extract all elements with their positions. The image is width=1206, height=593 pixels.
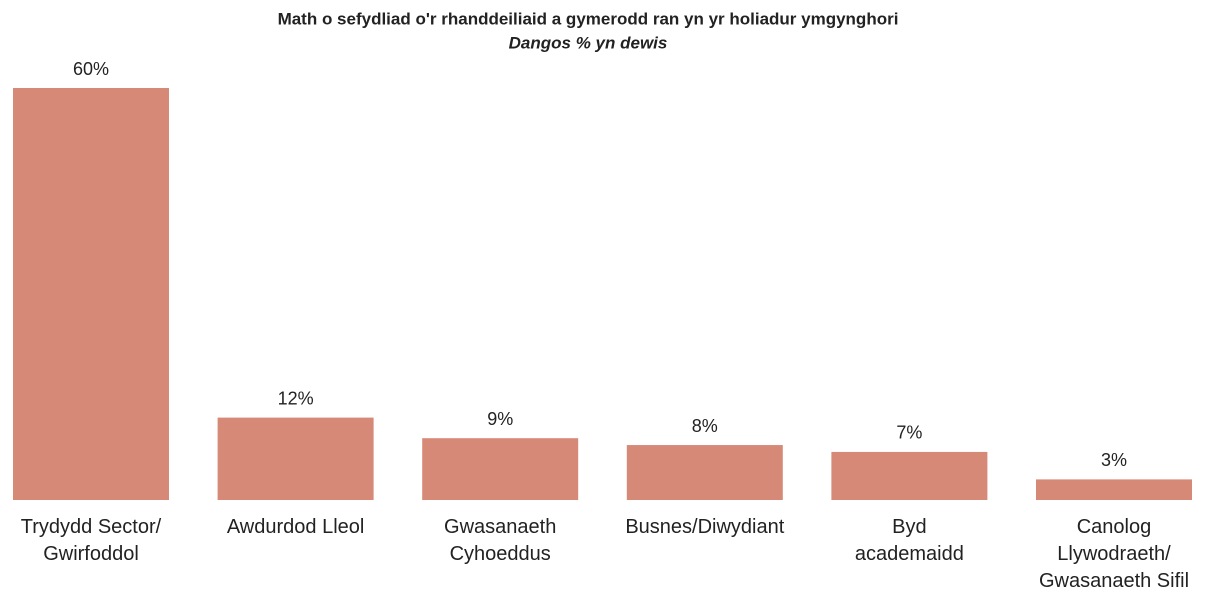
bar <box>422 438 579 500</box>
bar <box>831 451 988 500</box>
bar <box>217 417 374 500</box>
data-label: 8% <box>692 416 718 436</box>
data-label: 60% <box>73 59 109 79</box>
chart-subtitle: Dangos % yn dewis <box>509 33 668 52</box>
x-tick-label: Canolog Llywodraeth/ Gwasanaeth Sifil <box>1038 516 1190 592</box>
x-tick-label: Busnes/Diwydiant <box>625 516 785 538</box>
data-label: 7% <box>896 423 922 443</box>
data-label: 3% <box>1101 450 1127 470</box>
x-tick-label: Awdurdod Lleol <box>226 516 365 538</box>
x-tick-label: Trydydd Sector/ Gwirfoddol <box>20 516 162 565</box>
data-label: 12% <box>278 388 314 408</box>
x-tick-label: Gwasanaeth Cyhoeddus <box>444 516 557 565</box>
x-tick-label: Byd academaidd <box>854 516 964 565</box>
chart-title: Math o sefydliad o'r rhanddeiliaid a gym… <box>278 9 899 28</box>
bar <box>1036 479 1192 500</box>
bar <box>13 88 169 500</box>
data-label: 9% <box>487 409 513 429</box>
bar <box>626 445 783 500</box>
